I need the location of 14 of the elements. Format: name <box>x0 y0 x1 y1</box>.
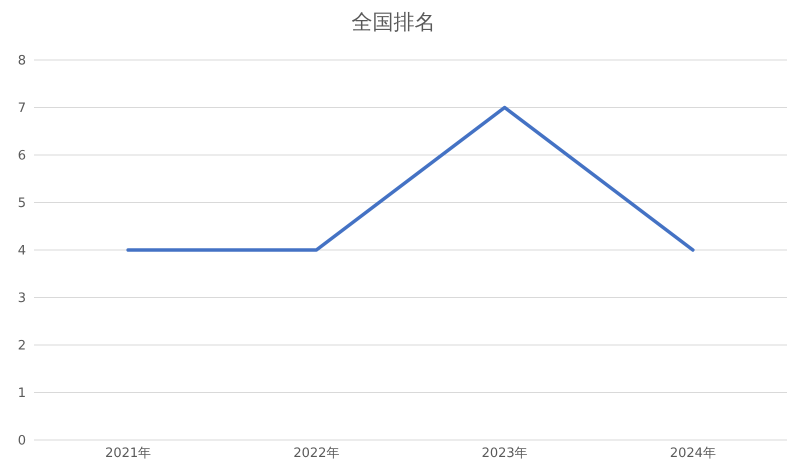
y-tick-label: 6 <box>18 148 26 164</box>
y-tick-label: 3 <box>18 291 26 306</box>
y-tick-label: 7 <box>18 101 26 116</box>
y-tick-label: 1 <box>18 386 26 402</box>
chart-title: 全国排名 <box>350 9 436 36</box>
y-tick-label: 8 <box>18 54 26 69</box>
y-tick-label: 5 <box>18 196 26 212</box>
y-tick-label: 4 <box>18 244 26 259</box>
x-tick-label: 2024年 <box>670 446 716 462</box>
y-tick-label: 0 <box>18 434 26 449</box>
x-tick-label: 2022年 <box>293 446 340 462</box>
x-tick-label: 2023年 <box>482 446 528 462</box>
y-tick-label: 2 <box>18 338 26 354</box>
x-tick-label: 2021年 <box>105 446 152 462</box>
